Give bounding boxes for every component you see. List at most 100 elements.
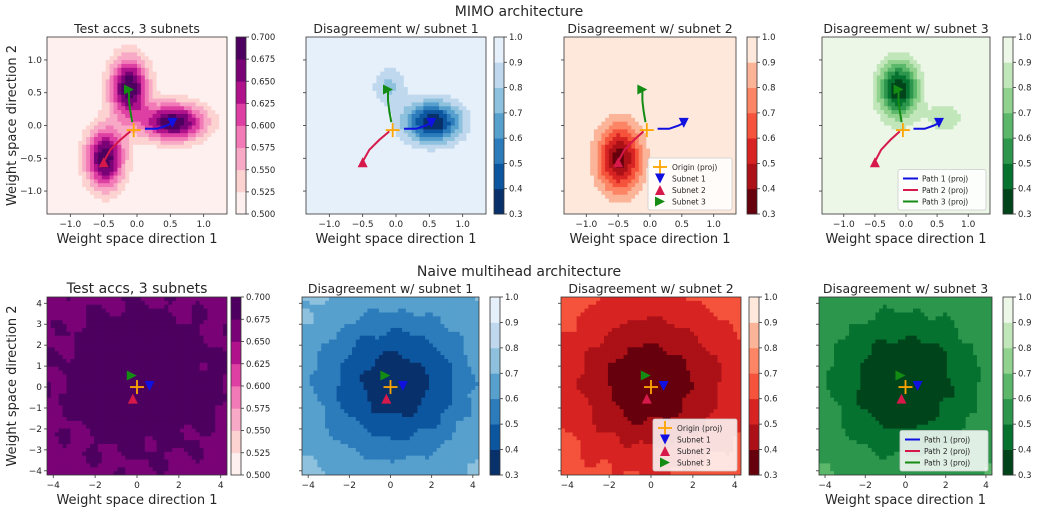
heatmap-cell: [160, 140, 165, 146]
heatmap-cell: [82, 121, 87, 127]
subnet-marker-2: [98, 157, 109, 168]
heatmap-cell: [392, 94, 397, 100]
heatmap-cell: [564, 75, 569, 80]
heatmap-cell: [567, 87, 573, 92]
heatmap-cell: [593, 171, 599, 177]
heatmap-cell: [129, 210, 134, 214]
heatmap-cell: [160, 98, 165, 104]
heatmap-cell: [608, 144, 614, 150]
heatmap-cell: [101, 194, 107, 200]
heatmap-cell: [321, 79, 327, 84]
heatmap-cell: [144, 37, 150, 42]
heatmap-cell: [364, 67, 370, 73]
heatmap-cell: [195, 210, 201, 214]
heatmap-cell: [356, 63, 362, 69]
heatmap-cell: [341, 163, 346, 169]
heatmap-cell: [356, 60, 362, 65]
heatmap-cell: [411, 202, 417, 207]
heatmap-cell: [454, 140, 460, 146]
heatmap-cell: [608, 102, 614, 107]
heatmap-cell: [345, 79, 350, 84]
heatmap-cell: [474, 140, 479, 146]
heatmap-cell: [470, 56, 475, 61]
heatmap-cell: [176, 125, 181, 130]
heatmap-cell: [372, 133, 378, 138]
heatmap-cell: [474, 206, 479, 211]
heatmap-cell: [435, 113, 440, 119]
heatmap-cell: [93, 121, 99, 127]
heatmap-cell: [82, 90, 87, 96]
heatmap-cell: [462, 52, 468, 57]
heatmap-cell: [317, 102, 323, 107]
heatmap-cell: [415, 94, 421, 100]
heatmap-cell: [423, 163, 428, 169]
heatmap-cell: [62, 163, 68, 169]
heatmap-cell: [180, 52, 185, 57]
heatmap-cell: [203, 98, 209, 104]
heatmap-cell: [597, 56, 602, 61]
heatmap-cell: [446, 75, 452, 80]
heatmap-cell: [148, 125, 154, 130]
heatmap-cell: [309, 210, 315, 214]
heatmap-cell: [478, 79, 483, 84]
heatmap-cell: [168, 133, 173, 138]
heatmap-cell: [597, 71, 602, 77]
heatmap-cell: [597, 183, 602, 188]
heatmap-cell: [431, 90, 436, 96]
heatmap-cell: [411, 187, 417, 192]
heatmap-cell: [337, 60, 342, 65]
heatmap-cell: [605, 156, 610, 161]
heatmap-cell: [58, 102, 64, 107]
heatmap-cell: [211, 71, 216, 77]
heatmap-cell: [446, 106, 452, 111]
heatmap-cell: [403, 137, 409, 142]
heatmap-cell: [388, 40, 393, 46]
heatmap-cell: [199, 52, 205, 57]
heatmap-cell: [144, 102, 150, 107]
heatmap-cell: [160, 110, 165, 115]
heatmap-cell: [164, 71, 169, 77]
heatmap-cell: [384, 56, 389, 61]
heatmap-cell: [364, 83, 370, 88]
heatmap-cell: [211, 194, 216, 200]
heatmap-cell: [571, 198, 576, 204]
heatmap-cell: [450, 202, 456, 207]
heatmap-cell: [446, 94, 452, 100]
heatmap-cell: [113, 102, 119, 107]
heatmap-cell: [352, 190, 358, 196]
heatmap-cell: [129, 144, 134, 150]
heatmap-cell: [74, 175, 79, 180]
heatmap-cell: [58, 160, 64, 165]
heatmap-cell: [403, 156, 409, 161]
heatmap-cell: [470, 144, 475, 150]
heatmap-cell: [571, 52, 576, 57]
heatmap-cell: [223, 94, 227, 100]
heatmap-cell: [101, 67, 107, 73]
paths: [357, 84, 437, 168]
heatmap-cell: [446, 87, 452, 92]
heatmap-cell: [156, 63, 162, 69]
heatmap-cell: [590, 175, 595, 180]
heatmap-cell: [582, 171, 588, 177]
heatmap-cell: [450, 156, 456, 161]
heatmap-cell: [590, 79, 595, 84]
heatmap-cell: [384, 179, 389, 184]
heatmap-cell: [325, 148, 331, 154]
heatmap-cell: [309, 163, 315, 169]
heatmap-cell: [590, 40, 595, 46]
heatmap-cell: [62, 144, 68, 150]
heatmap-cell: [207, 90, 212, 96]
heatmap-cell: [474, 117, 479, 123]
heatmap-cell: [411, 175, 417, 180]
heatmap-cell: [482, 87, 486, 92]
heatmap-cell: [90, 163, 95, 169]
heatmap-cell: [191, 194, 197, 200]
heatmap-cell: [160, 198, 165, 204]
heatmap-cell: [309, 40, 315, 46]
heatmap-cell: [195, 37, 201, 42]
heatmap-cell: [399, 160, 405, 165]
heatmap-cell: [462, 44, 468, 50]
heatmap-cell: [372, 37, 378, 42]
heatmap-cell: [86, 56, 91, 61]
heatmap-cell: [427, 163, 432, 169]
